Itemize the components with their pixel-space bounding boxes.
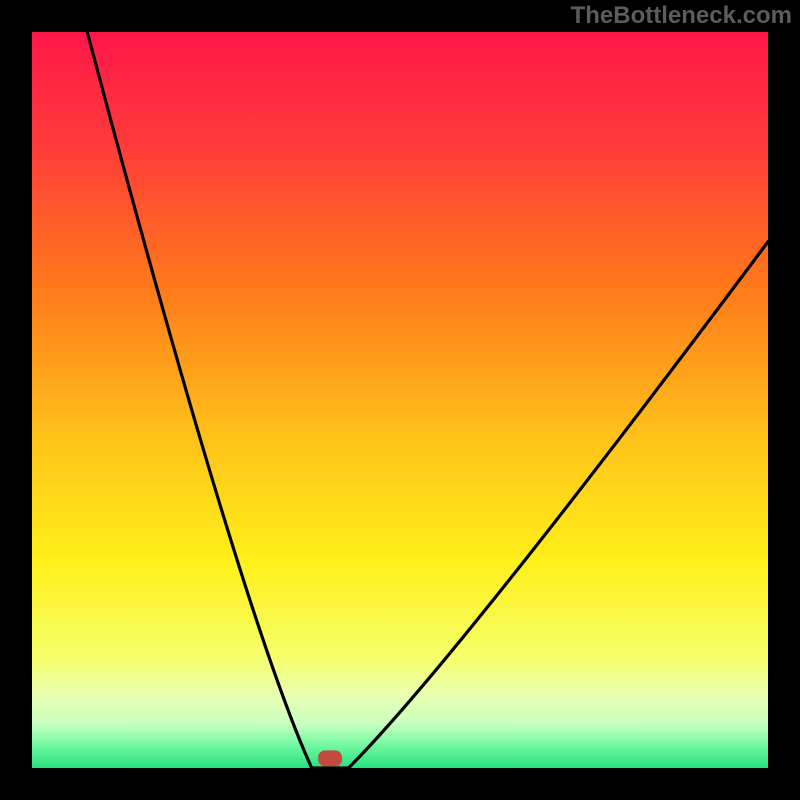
- optimal-point-marker: [318, 750, 342, 766]
- bottleneck-chart: [32, 32, 768, 768]
- chart-frame: TheBottleneck.com: [0, 0, 800, 800]
- watermark-text: TheBottleneck.com: [571, 2, 792, 30]
- gradient-background: [32, 32, 768, 768]
